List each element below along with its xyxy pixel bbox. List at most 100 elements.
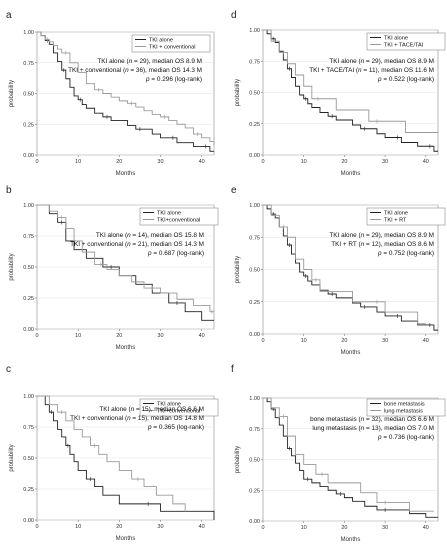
legend-box <box>366 207 446 226</box>
legend-entry: TKI alone <box>149 38 173 44</box>
panel-letter: f <box>231 364 234 375</box>
panel-letter: e <box>231 185 237 196</box>
x-tick-label: 10 <box>301 159 307 165</box>
stats-annotation: p = 0.522 (log-rank) <box>377 76 434 83</box>
y-axis-label: probability <box>235 256 241 283</box>
x-tick-label: 0 <box>261 159 264 165</box>
stats-annotation: TKI alone (n = 29), median OS 8.9 M <box>97 58 202 65</box>
x-axis-label: Months <box>341 171 361 177</box>
x-tick-label: 10 <box>75 524 81 530</box>
y-tick-label: 0.25 <box>249 300 260 306</box>
y-tick-label: 0.75 <box>249 59 260 65</box>
x-axis-label: Months <box>116 345 136 351</box>
y-tick-label: 0.75 <box>249 427 260 433</box>
legend-entry: TKI + RT <box>384 218 407 224</box>
panel-letter: a <box>6 10 12 21</box>
legend-entry: TKI alone <box>384 211 408 217</box>
y-axis-label: probability <box>9 80 15 107</box>
panel-letter: c <box>6 364 11 375</box>
y-tick-label: 0.75 <box>249 235 260 241</box>
y-tick-label: 0.50 <box>23 265 34 271</box>
y-tick-label: 0.25 <box>249 122 260 128</box>
y-tick-label: 0.00 <box>249 519 260 525</box>
y-tick-label: 0.25 <box>23 122 34 128</box>
x-tick-label: 0 <box>35 159 38 165</box>
km-curve-comparison <box>37 31 215 146</box>
x-tick-label: 20 <box>341 338 347 344</box>
legend-box <box>366 32 446 51</box>
y-tick-label: 0.00 <box>249 153 260 159</box>
y-tick-label: 0.75 <box>23 61 34 67</box>
y-tick-label: 1.00 <box>249 203 260 209</box>
panel-letter: b <box>6 185 12 196</box>
stats-annotation: p = 0.296 (log-rank) <box>145 76 202 83</box>
legend-box <box>131 34 211 53</box>
stats-annotation: TKI alone (n = 29), median OS 8.9 M <box>329 232 434 239</box>
stats-annotation: TKI + TACE/TAI (n = 11), median OS 11.6 … <box>309 67 434 74</box>
x-axis-label: Months <box>116 536 136 542</box>
y-tick-label: 1.00 <box>23 394 34 400</box>
x-tick-label: 10 <box>301 525 307 531</box>
x-tick-label: 40 <box>199 333 205 339</box>
legend-entry: TKI alone <box>157 402 181 408</box>
legend-entry: bone metastasis <box>384 402 425 408</box>
y-tick-label: 1.00 <box>23 203 34 209</box>
km-curve-comparison <box>263 397 434 512</box>
y-tick-label: 0.00 <box>23 518 34 524</box>
stats-annotation: TKI alone (n = 15), median OS 6.6 M <box>99 406 204 413</box>
x-tick-label: 30 <box>382 338 388 344</box>
x-tick-label: 10 <box>75 333 81 339</box>
km-panel-d: d 0.00 0.25 0.50 0.75 1.00 0 10 20 30 40 Months prob… <box>231 10 446 177</box>
x-tick-label: 30 <box>157 333 163 339</box>
legend-entry: TKI + conventional <box>149 45 196 51</box>
x-tick-label: 0 <box>261 525 264 531</box>
x-tick-label: 40 <box>199 159 205 165</box>
stats-annotation: p = 0.365 (log-rank) <box>147 424 204 431</box>
stats-annotation: TKI + conventional (n = 36), median OS 1… <box>68 67 202 74</box>
km-curve-comparison <box>37 395 186 512</box>
x-tick-label: 0 <box>35 333 38 339</box>
y-axis-label: probability <box>9 253 15 280</box>
x-tick-label: 40 <box>423 159 429 165</box>
x-tick-label: 10 <box>301 338 307 344</box>
y-tick-label: 0.50 <box>249 458 260 464</box>
y-tick-label: 1.00 <box>249 28 260 34</box>
x-tick-label: 20 <box>116 159 122 165</box>
x-axis-label: Months <box>116 171 136 177</box>
y-tick-label: 0.25 <box>249 488 260 494</box>
legend-entry: TKI + TACE/TAI <box>384 43 424 49</box>
y-tick-label: 0.00 <box>249 332 260 338</box>
km-panel-a: a 0.00 0.25 0.50 0.75 1.00 0 10 20 30 40 Months prob… <box>6 10 215 177</box>
y-tick-label: 0.75 <box>23 425 34 431</box>
legend-entry: lung metastasis <box>384 409 423 415</box>
y-tick-label: 0.00 <box>23 327 34 333</box>
stats-annotation: TKI alone (n = 14), median OS 15.8 M <box>96 232 204 239</box>
x-tick-label: 10 <box>75 159 81 165</box>
x-axis-label: Months <box>341 537 361 543</box>
y-tick-label: 0.50 <box>23 456 34 462</box>
stats-annotation: p = 0.687 (log-rank) <box>147 250 204 257</box>
x-tick-label: 30 <box>382 525 388 531</box>
y-tick-label: 0.50 <box>23 92 34 98</box>
x-tick-label: 20 <box>116 524 122 530</box>
x-tick-label: 30 <box>157 524 163 530</box>
x-tick-label: 20 <box>116 333 122 339</box>
x-tick-label: 40 <box>199 524 205 530</box>
panel-letter: d <box>231 10 237 21</box>
stats-annotation: p = 0.752 (log-rank) <box>377 250 434 257</box>
legend-entry: TKI+conventional <box>157 218 200 224</box>
stats-annotation: TKI + RT (n = 12), median OS 8.6 M <box>331 241 434 248</box>
km-panel-b: b 0.00 0.25 0.50 0.75 1.00 0 10 20 30 40 Months prob… <box>6 185 219 351</box>
stats-annotation: TKI + conventional (n = 15), median OS 1… <box>70 415 204 422</box>
km-curve-primary <box>263 29 438 152</box>
y-tick-label: 0.75 <box>23 234 34 240</box>
y-tick-label: 0.00 <box>23 153 34 159</box>
legend-box <box>139 207 219 226</box>
km-curve-primary <box>263 397 438 518</box>
y-tick-label: 0.50 <box>249 268 260 274</box>
legend-box <box>139 398 219 417</box>
x-tick-label: 30 <box>382 159 388 165</box>
y-tick-label: 1.00 <box>23 30 34 36</box>
km-curve-comparison <box>37 204 214 313</box>
